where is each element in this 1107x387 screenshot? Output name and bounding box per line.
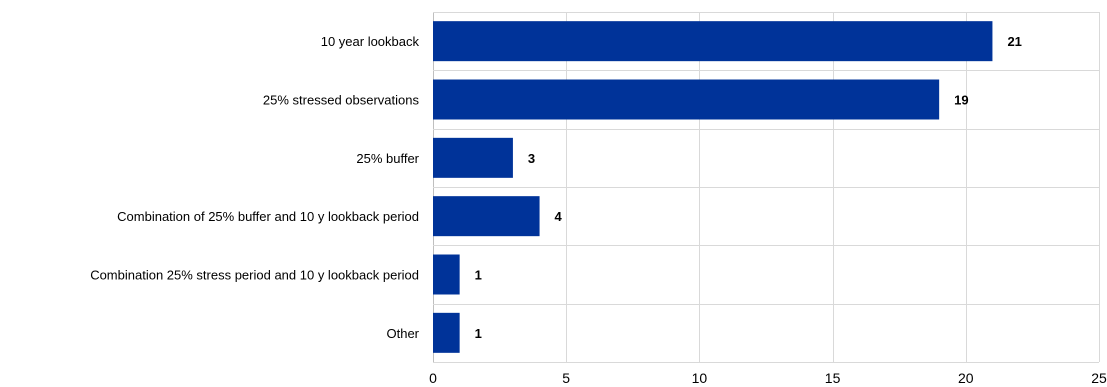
bar (433, 137, 513, 178)
category-label: 25% stressed observations (263, 93, 420, 108)
data-label: 3 (528, 151, 535, 166)
data-label: 19 (954, 93, 968, 108)
x-tick-label: 15 (825, 370, 841, 386)
data-label: 21 (1007, 34, 1021, 49)
category-label: Other (386, 326, 419, 341)
data-label: 1 (475, 326, 482, 341)
data-labels: 21 19 3 4 1 1 (475, 34, 1022, 341)
x-tick-label: 20 (958, 370, 974, 386)
bar (433, 254, 460, 295)
bar (433, 196, 540, 237)
bar (433, 21, 993, 62)
x-tick-label: 10 (692, 370, 708, 386)
x-tick-label: 25 (1091, 370, 1107, 386)
category-label: Combination 25% stress period and 10 y l… (90, 268, 419, 283)
data-label: 4 (555, 209, 563, 224)
gridlines (433, 12, 1100, 363)
category-labels: 10 year lookback 25% stressed observation… (90, 34, 419, 341)
category-label: 10 year lookback (321, 34, 420, 49)
bars (433, 21, 993, 353)
category-label: 25% buffer (356, 151, 419, 166)
x-axis-tick-labels: 0 5 10 15 20 25 (429, 370, 1107, 386)
bar (433, 79, 940, 120)
x-tick-label: 5 (562, 370, 570, 386)
data-label: 1 (475, 268, 482, 283)
x-tick-label: 0 (429, 370, 437, 386)
category-label: Combination of 25% buffer and 10 y lookb… (117, 209, 419, 224)
bar (433, 312, 460, 353)
